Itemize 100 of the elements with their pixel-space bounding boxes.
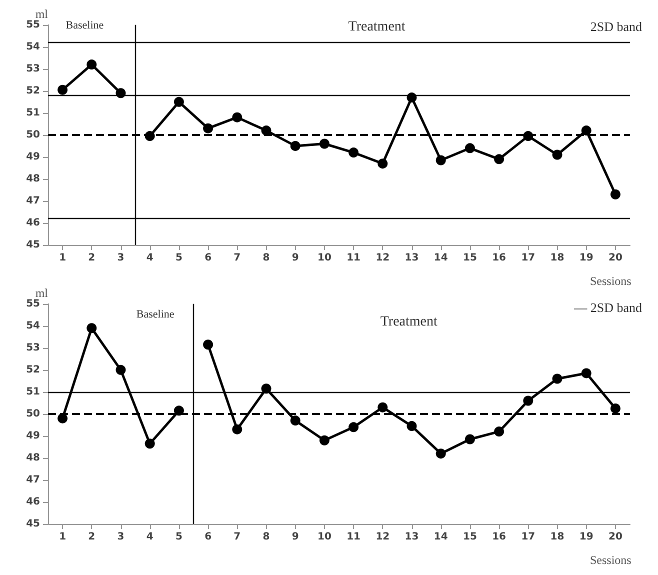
y-tick-label: 51 — [26, 386, 40, 398]
y-tick-label: 49 — [26, 151, 40, 162]
y-tick-label: 54 — [26, 41, 40, 52]
y-tick-label: 53 — [26, 63, 40, 74]
x-tick-label: 12 — [376, 252, 390, 264]
x-tick-label: 5 — [175, 532, 182, 542]
point — [523, 396, 534, 406]
point — [610, 403, 620, 414]
x-tick-label: 13 — [404, 532, 419, 542]
point — [261, 384, 272, 394]
annotation: Treatment — [348, 20, 406, 34]
y-tick-label: 46 — [26, 496, 40, 508]
x-tick-label: 20 — [608, 532, 622, 542]
point — [494, 426, 504, 437]
annotation: Treatment — [380, 314, 438, 330]
x-tick-label: 10 — [317, 252, 332, 264]
x-tick-label: 9 — [292, 532, 299, 542]
y-axis-title: ml — [35, 286, 49, 300]
annotation: Baseline — [66, 20, 104, 32]
point — [116, 364, 126, 375]
point — [610, 189, 620, 200]
y-tick-label: 50 — [26, 408, 40, 420]
x-tick-label: 16 — [492, 532, 506, 542]
x-tick-label: 3 — [117, 252, 124, 264]
point — [86, 60, 97, 70]
point — [203, 340, 214, 350]
x-tick-label: 11 — [346, 532, 361, 542]
point — [290, 140, 300, 151]
y-tick-label: 52 — [26, 85, 40, 96]
x-tick-label: 6 — [204, 252, 212, 264]
y-tick-label: 48 — [26, 452, 40, 464]
point — [58, 413, 68, 424]
point — [494, 154, 504, 164]
point — [552, 150, 562, 160]
x-tick-label: 4 — [146, 252, 154, 264]
x-tick-label: 20 — [608, 252, 622, 264]
x-tick-label: 15 — [462, 532, 477, 542]
point — [319, 138, 330, 149]
y-tick-label: 52 — [26, 364, 40, 376]
x-tick-label: 19 — [579, 532, 594, 542]
x-axis-title: Sessions — [590, 274, 632, 288]
x-tick-label: 7 — [234, 252, 241, 264]
x-tick-label: 4 — [146, 532, 154, 542]
x-tick-label: 10 — [317, 532, 332, 542]
x-tick-label: 8 — [262, 532, 270, 542]
x-tick-label: 14 — [434, 532, 448, 542]
point — [58, 84, 68, 95]
point — [174, 406, 184, 416]
annotation: — 2SD band — [573, 300, 642, 315]
point — [144, 438, 155, 449]
annotation: Baseline — [136, 308, 174, 320]
y-tick-label: 55 — [26, 298, 40, 310]
point — [261, 126, 272, 136]
x-tick-label: 15 — [462, 252, 477, 264]
x-tick-label: 17 — [521, 532, 536, 542]
point — [348, 422, 359, 432]
x-tick-label: 16 — [492, 252, 506, 264]
point — [232, 424, 242, 434]
annotation: 2SD band — [590, 19, 642, 34]
point — [86, 323, 97, 334]
x-tick-label: 12 — [376, 532, 390, 542]
point — [319, 435, 330, 446]
x-tick-label: 2 — [88, 532, 96, 542]
y-tick-label: 45 — [26, 518, 40, 530]
point — [552, 374, 562, 384]
point — [464, 143, 475, 154]
x-tick-label: 13 — [404, 252, 419, 264]
x-tick-label: 5 — [175, 252, 182, 264]
y-tick-label: 48 — [26, 173, 40, 184]
x-tick-label: 18 — [550, 252, 564, 264]
y-tick-label: 47 — [26, 474, 40, 486]
y-tick-label: 49 — [26, 430, 40, 442]
x-tick-label: 3 — [117, 532, 124, 542]
y-tick-label: 54 — [26, 320, 40, 332]
point — [174, 96, 184, 107]
point — [348, 148, 359, 158]
x-tick-label: 14 — [434, 252, 448, 264]
point — [378, 402, 388, 412]
x-tick-label: 18 — [550, 532, 564, 542]
x-tick-label: 1 — [59, 532, 66, 542]
y-tick-label: 55 — [26, 19, 40, 30]
y-tick-label: 45 — [26, 240, 40, 250]
y-tick-label: 53 — [26, 342, 40, 354]
point — [581, 126, 592, 136]
x-tick-label: 2 — [88, 252, 96, 264]
y-tick-label: 51 — [26, 107, 40, 118]
x-tick-label: 17 — [521, 252, 536, 264]
x-tick-label: 11 — [346, 252, 361, 264]
y-tick-label: 47 — [26, 195, 40, 206]
x-tick-label: 9 — [292, 252, 299, 264]
x-axis-title: Sessions — [590, 553, 632, 567]
point — [464, 434, 475, 444]
x-tick-label: 7 — [234, 532, 241, 542]
point — [581, 368, 592, 378]
y-tick-label: 46 — [26, 217, 40, 228]
x-tick-label: 8 — [262, 252, 270, 264]
point — [406, 421, 417, 432]
y-tick-label: 50 — [26, 129, 40, 140]
point — [232, 112, 242, 122]
point — [436, 155, 446, 166]
